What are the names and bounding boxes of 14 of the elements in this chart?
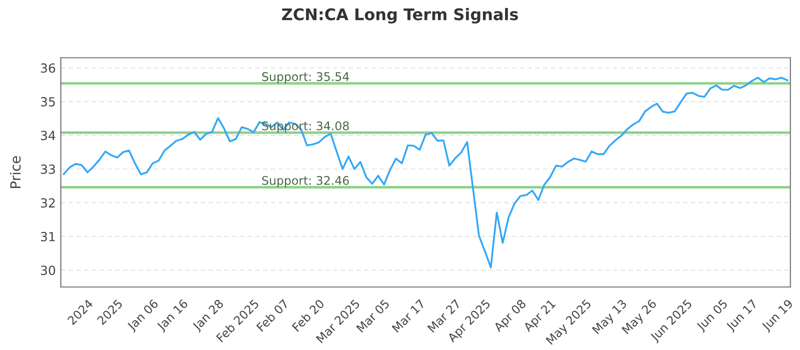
x-tick-label: Feb 20 [292, 298, 325, 332]
y-tick-label: 34 [40, 130, 56, 140]
y-tick-label: 31 [40, 232, 55, 242]
x-tick-label: Jun 19 [760, 298, 795, 333]
y-tick-label: 32 [40, 198, 55, 208]
chart-title: ZCN:CA Long Term Signals [282, 8, 518, 24]
x-tick-label: Mar 17 [392, 299, 426, 333]
y-tick-label: 36 [40, 63, 56, 73]
ref-line-label: Support: 35.54 [262, 72, 349, 84]
y-tick-label: 30 [40, 266, 56, 276]
y-axis-title: Price [10, 156, 21, 188]
y-tick-label: 33 [40, 164, 55, 174]
ref-line-label: Support: 32.46 [262, 176, 349, 188]
y-tick-label: 35 [40, 97, 55, 107]
